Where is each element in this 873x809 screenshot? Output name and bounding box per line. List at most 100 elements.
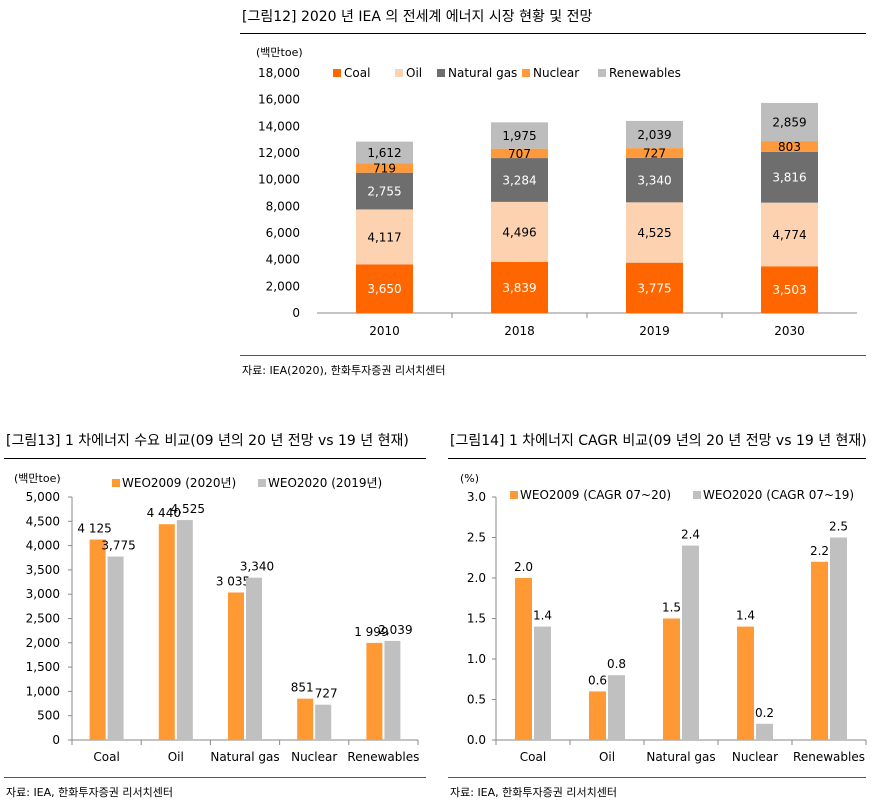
- fig12-ytick: 0: [292, 306, 300, 320]
- fig14-title: [그림14] 1 차에너지 CAGR 비교(09 년의 20 년 전망 vs 1…: [450, 433, 867, 449]
- fig12-data-label-nuclear-2010: 719: [373, 161, 396, 175]
- fig13-ytick: 3,000: [26, 587, 60, 601]
- fig13-ytick: 500: [37, 709, 60, 723]
- fig13-ylabel: (백만toe): [14, 472, 61, 485]
- fig14-legend-weo2009: WEO2009 (CAGR 07~20): [520, 488, 671, 502]
- fig12-data-label-natural-gas-2019: 3,340: [637, 174, 671, 188]
- fig12-bar-coal-2030: [761, 266, 818, 313]
- fig12-bar-oil-2030: [761, 202, 818, 267]
- fig13-bar-weo2020-oil: [176, 520, 193, 740]
- fig13-legend-swatch-weo2009: [112, 479, 120, 487]
- fig12-data-label-nuclear-2030: 803: [778, 140, 801, 154]
- fig14-legend-swatch-weo2020: [693, 491, 701, 499]
- fig13-xtick-oil: Oil: [168, 750, 184, 764]
- fig12-bar-nuclear-2019: [626, 148, 683, 158]
- fig14-xtick-nuclear: Nuclear: [732, 750, 778, 764]
- fig12-bar-natural-gas-2030: [761, 151, 818, 203]
- fig12-data-label-oil-2018: 4,496: [502, 225, 536, 239]
- fig12-xtick-2030: 2030: [774, 324, 805, 338]
- fig14-ytick: 0.0: [467, 733, 486, 747]
- fig12-data-label-coal-2018: 3,839: [502, 281, 536, 295]
- fig13-ytick: 4,500: [26, 514, 60, 528]
- fig13-bottom-rule: [4, 777, 426, 778]
- fig14-data-label-weo2009-oil: 0.6: [588, 673, 607, 687]
- fig13-ytick: 3,500: [26, 563, 60, 577]
- fig14-ytick: 1.0: [467, 652, 486, 666]
- fig13-ytick: 0: [52, 733, 60, 747]
- fig14-bar-weo2009-coal: [515, 578, 532, 740]
- fig13-bar-weo2009-nuclear: [297, 698, 314, 740]
- fig12-data-label-renewables-2018: 1,975: [502, 129, 536, 143]
- fig12-legend-swatch-natural-gas: [437, 69, 445, 77]
- fig12-bar-renewables-2019: [626, 120, 683, 149]
- fig14-data-label-weo2020-natural-gas: 2.4: [681, 528, 700, 542]
- fig12-bar-natural-gas-2018: [491, 158, 548, 202]
- fig13-xtick-natural-gas: Natural gas: [210, 750, 279, 764]
- fig12-legend-renewables: Renewables: [609, 66, 681, 80]
- fig14-data-label-weo2009-nuclear: 1.4: [736, 609, 755, 623]
- fig13-ytick: 1,500: [26, 660, 60, 674]
- fig12-ytick: 6,000: [266, 226, 300, 240]
- fig12-bar-oil-2010: [356, 209, 413, 265]
- fig12-data-label-oil-2030: 4,774: [772, 228, 806, 242]
- fig14-data-label-weo2020-coal: 1.4: [533, 609, 552, 623]
- fig13-xtick-coal: Coal: [93, 750, 119, 764]
- fig14-bar-weo2020-natural-gas: [682, 545, 699, 740]
- fig14-source: 자료: IEA, 한화투자증권 리서치센터: [450, 786, 617, 799]
- fig14-xtick-oil: Oil: [599, 750, 615, 764]
- fig12-bar-nuclear-2018: [491, 148, 548, 159]
- fig13-legend-weo2020: WEO2020 (2019년): [268, 476, 382, 490]
- fig14-bar-weo2009-oil: [589, 691, 606, 740]
- fig13-ytick: 1,000: [26, 684, 60, 698]
- fig12-data-label-nuclear-2018: 707: [508, 147, 531, 161]
- fig12-data-label-renewables-2019: 2,039: [637, 128, 671, 142]
- fig12-data-label-natural-gas-2018: 3,284: [502, 173, 536, 187]
- fig12-xtick-2010: 2010: [369, 324, 400, 338]
- fig13-data-label-weo2009-nuclear: 851: [291, 681, 314, 695]
- fig14-data-label-weo2009-renewables: 2.2: [810, 544, 829, 558]
- fig14-ylabel: (%): [460, 472, 479, 485]
- fig12-data-label-oil-2019: 4,525: [637, 226, 671, 240]
- fig12-ytick: 2,000: [266, 279, 300, 293]
- fig14-ytick: 2.0: [467, 571, 486, 585]
- fig14-bar-weo2009-renewables: [811, 561, 828, 740]
- fig13-bar-weo2020-renewables: [384, 640, 401, 740]
- fig12-legend-oil: Oil: [406, 66, 422, 80]
- fig12-bar-oil-2018: [491, 201, 548, 262]
- fig12-ytick: 16,000: [258, 93, 300, 107]
- fig12-source: 자료: IEA(2020), 한화투자증권 리서치센터: [242, 364, 446, 377]
- fig14-data-label-weo2009-natural-gas: 1.5: [662, 601, 681, 615]
- fig12-data-label-coal-2010: 3,650: [367, 282, 401, 296]
- fig12-ytick: 18,000: [258, 66, 300, 80]
- fig13-bar-weo2009-natural-gas: [228, 592, 244, 740]
- fig14-bar-weo2020-nuclear: [756, 723, 773, 740]
- fig13-title: [그림13] 1 차에너지 수요 비교(09 년의 20 년 전망 vs 19 …: [6, 433, 409, 449]
- fig14-data-label-weo2009-coal: 2.0: [514, 560, 533, 574]
- fig14-data-label-weo2020-oil: 0.8: [607, 657, 626, 671]
- fig13-bar-weo2020-nuclear: [315, 704, 332, 740]
- fig14-top-rule: [448, 458, 866, 459]
- fig14-data-label-weo2020-nuclear: 0.2: [755, 706, 774, 720]
- fig12-data-label-coal-2019: 3,775: [637, 281, 671, 295]
- fig12-data-label-natural-gas-2030: 3,816: [772, 171, 806, 185]
- fig12-data-label-oil-2010: 4,117: [367, 230, 401, 244]
- fig13-data-label-weo2020-oil: 4,525: [171, 502, 205, 516]
- fig13-source: 자료: IEA, 한화투자증권 리서치센터: [6, 786, 173, 799]
- fig13-ytick: 2,000: [26, 636, 60, 650]
- fig14-bottom-rule: [448, 777, 866, 778]
- fig13-ytick: 4,000: [26, 539, 60, 553]
- fig14-data-label-weo2020-renewables: 2.5: [829, 520, 848, 534]
- fig14-bar-weo2020-coal: [534, 626, 551, 740]
- fig13-data-label-weo2020-renewables: 2,039: [378, 623, 412, 637]
- fig13-xtick-nuclear: Nuclear: [291, 750, 337, 764]
- fig12-data-label-natural-gas-2010: 2,755: [367, 185, 401, 199]
- fig12-data-label-renewables-2010: 1,612: [367, 146, 401, 160]
- fig12-bottom-rule: [240, 355, 866, 356]
- fig14-ytick: 1.5: [467, 612, 486, 626]
- fig12-bar-coal-2019: [626, 262, 683, 313]
- fig13-ytick: 5,000: [26, 490, 60, 504]
- fig14-legend-weo2020: WEO2020 (CAGR 07~19): [703, 488, 854, 502]
- fig13-bar-weo2009-oil: [158, 524, 175, 740]
